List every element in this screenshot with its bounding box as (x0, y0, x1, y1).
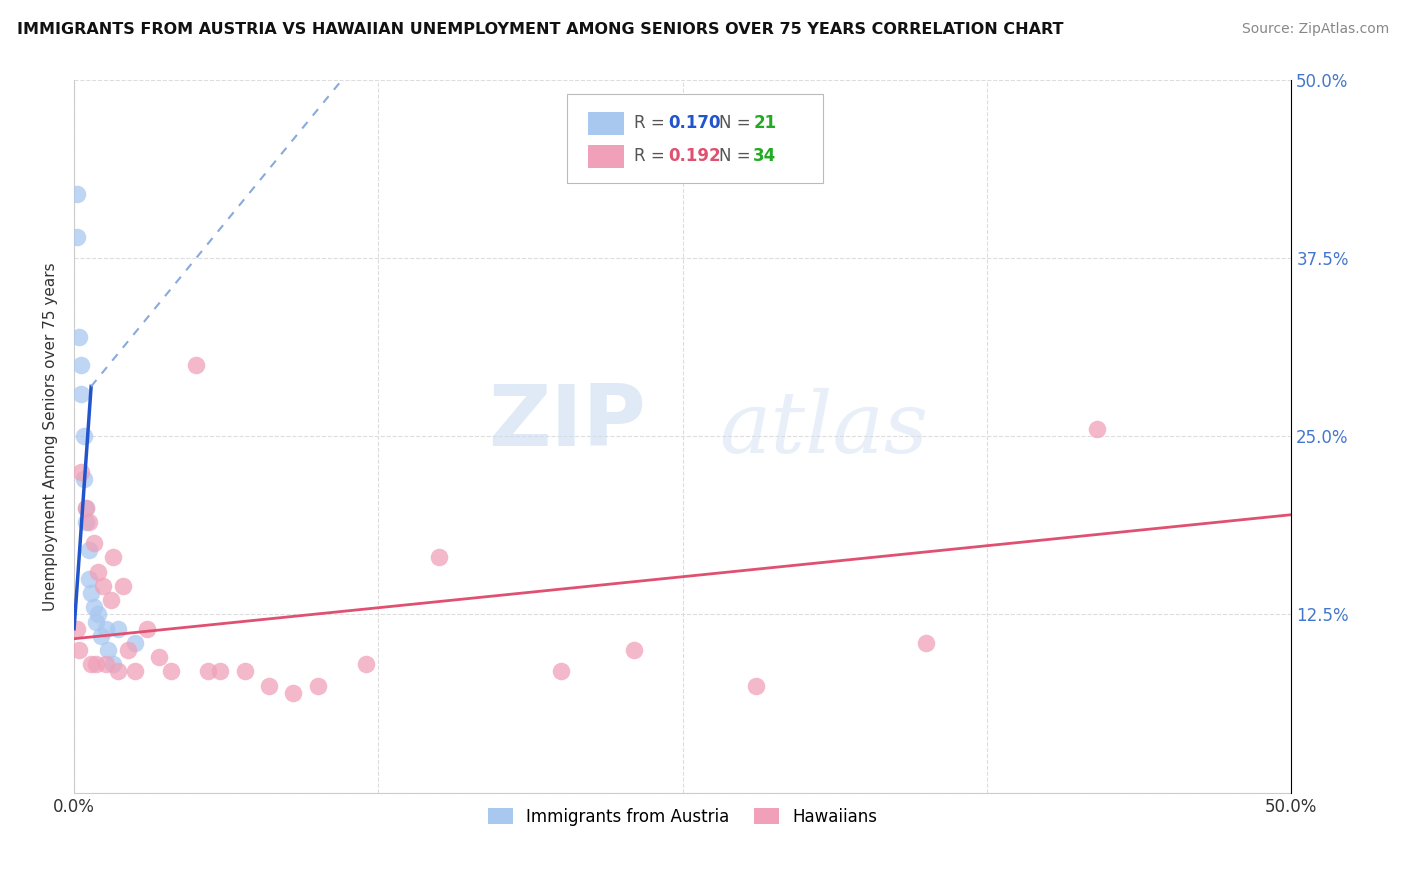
Point (70, 358, 93, 372)
Bar (588, 112, 624, 135)
Point (83, 600, 105, 615)
Point (915, 636, 938, 650)
Point (427, 550, 450, 565)
Point (197, 665, 219, 679)
Point (84, 657, 107, 672)
Point (77, 572, 100, 586)
Point (90, 629, 112, 643)
Text: atlas: atlas (720, 388, 928, 470)
Text: R =: R = (634, 147, 671, 165)
Text: N =: N = (720, 147, 756, 165)
Point (101, 550, 124, 565)
Point (75, 500, 97, 515)
Point (107, 622, 129, 636)
Text: 0.170: 0.170 (668, 114, 721, 132)
Point (94, 622, 117, 636)
Point (124, 665, 146, 679)
Point (148, 650, 170, 665)
Point (623, 643, 645, 657)
Point (160, 665, 183, 679)
FancyBboxPatch shape (567, 95, 823, 184)
Point (77, 515, 100, 529)
Text: ZIP: ZIP (488, 381, 647, 464)
Point (101, 657, 124, 672)
Text: 34: 34 (754, 147, 776, 165)
Point (67, 643, 90, 657)
Point (77, 543, 100, 558)
Point (67, 329, 90, 343)
Text: 0.192: 0.192 (668, 147, 721, 165)
Point (100, 593, 122, 607)
Legend: Immigrants from Austria, Hawaiians: Immigrants from Austria, Hawaiians (479, 799, 886, 834)
Point (1085, 422, 1108, 436)
Point (111, 579, 134, 593)
Point (70, 465, 93, 479)
Point (307, 679, 329, 693)
Point (354, 657, 377, 672)
Point (550, 665, 572, 679)
Point (75, 515, 97, 529)
Point (80, 657, 103, 672)
Point (97, 643, 120, 657)
Text: R =: R = (634, 114, 671, 132)
Point (70, 386, 93, 401)
Point (209, 665, 232, 679)
Point (65, 622, 87, 636)
Point (84, 615, 107, 629)
Point (117, 643, 139, 657)
Point (233, 665, 256, 679)
Point (87, 565, 110, 579)
Text: 21: 21 (754, 114, 776, 132)
Point (136, 622, 159, 636)
Point (94, 657, 117, 672)
Point (65, 186, 87, 201)
Point (65, 229, 87, 244)
Point (80, 586, 103, 600)
Text: Source: ZipAtlas.com: Source: ZipAtlas.com (1241, 22, 1389, 37)
Text: IMMIGRANTS FROM AUSTRIA VS HAWAIIAN UNEMPLOYMENT AMONG SENIORS OVER 75 YEARS COR: IMMIGRANTS FROM AUSTRIA VS HAWAIIAN UNEM… (17, 22, 1063, 37)
Text: N =: N = (720, 114, 756, 132)
Point (107, 665, 129, 679)
Point (283, 686, 305, 700)
Point (124, 636, 146, 650)
Point (257, 679, 280, 693)
Point (87, 607, 110, 622)
Point (73, 472, 96, 486)
Point (184, 358, 207, 372)
Point (73, 429, 96, 443)
Bar (588, 145, 624, 168)
Point (91, 579, 114, 593)
Point (745, 679, 768, 693)
Y-axis label: Unemployment Among Seniors over 75 years: Unemployment Among Seniors over 75 years (44, 262, 58, 611)
Point (75, 500, 97, 515)
Point (83, 536, 105, 550)
